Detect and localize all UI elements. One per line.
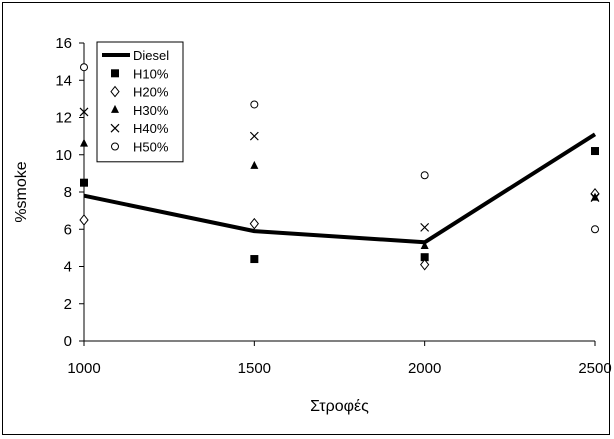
point-h40 bbox=[420, 222, 430, 232]
y-tick-label: 8 bbox=[64, 184, 72, 201]
x-tick-label: 1500 bbox=[238, 360, 271, 377]
y-tick-label: 10 bbox=[55, 147, 72, 164]
legend-swatch-h20 bbox=[110, 85, 120, 98]
point-h20 bbox=[79, 214, 89, 226]
legend-box bbox=[96, 41, 184, 163]
y-axis-title: %smoke bbox=[13, 161, 30, 222]
series-layer bbox=[79, 63, 600, 271]
y-tick-label: 12 bbox=[55, 110, 72, 127]
point-h20 bbox=[249, 217, 259, 230]
legend-swatch-h10 bbox=[111, 69, 119, 78]
legend-label-h50: H50% bbox=[133, 140, 169, 155]
legend: Diesel H10% H20% H30% H40% H50% bbox=[96, 41, 184, 163]
point-h50 bbox=[420, 171, 429, 180]
point-h40 bbox=[79, 107, 89, 117]
point-h50 bbox=[250, 100, 259, 109]
series-line-diesel bbox=[83, 132, 597, 245]
point-h30 bbox=[591, 192, 599, 201]
legend-swatch-h30 bbox=[111, 104, 119, 113]
y-tick-label: 2 bbox=[64, 296, 72, 313]
x-tick-label: 2500 bbox=[578, 360, 611, 377]
tick-labels: 0 2 4 6 8 10 12 14 16 1000 1500 2000 2500 bbox=[55, 35, 611, 377]
point-h10 bbox=[591, 147, 599, 156]
legend-label-diesel: Diesel bbox=[133, 48, 169, 63]
point-h10 bbox=[250, 255, 259, 264]
y-tick-label: 6 bbox=[64, 221, 72, 238]
legend-label-h10: H10% bbox=[133, 66, 169, 81]
point-h30 bbox=[420, 241, 429, 250]
x-tick-label: 1000 bbox=[67, 360, 100, 377]
legend-swatch-h40 bbox=[110, 123, 120, 133]
axes bbox=[79, 42, 596, 346]
y-tick-label: 4 bbox=[64, 259, 72, 276]
point-h50 bbox=[591, 225, 599, 234]
legend-swatch-h50 bbox=[111, 142, 119, 151]
x-tick-label: 2000 bbox=[408, 360, 441, 377]
y-tick-label: 16 bbox=[55, 35, 72, 52]
point-h10 bbox=[420, 253, 429, 262]
point-h40 bbox=[590, 193, 600, 203]
point-h10 bbox=[80, 178, 88, 187]
y-tick-label: 14 bbox=[55, 72, 72, 89]
legend-label-h20: H20% bbox=[133, 85, 169, 100]
legend-label-h30: H30% bbox=[133, 103, 169, 118]
point-h30 bbox=[250, 160, 259, 169]
point-h50 bbox=[80, 63, 88, 72]
y-tick-label: 0 bbox=[64, 333, 72, 350]
point-h20 bbox=[420, 258, 430, 271]
legend-label-h40: H40% bbox=[133, 121, 169, 136]
point-h40 bbox=[249, 131, 259, 141]
point-h30 bbox=[80, 138, 88, 147]
x-axis-title: Στροφές bbox=[310, 398, 369, 415]
